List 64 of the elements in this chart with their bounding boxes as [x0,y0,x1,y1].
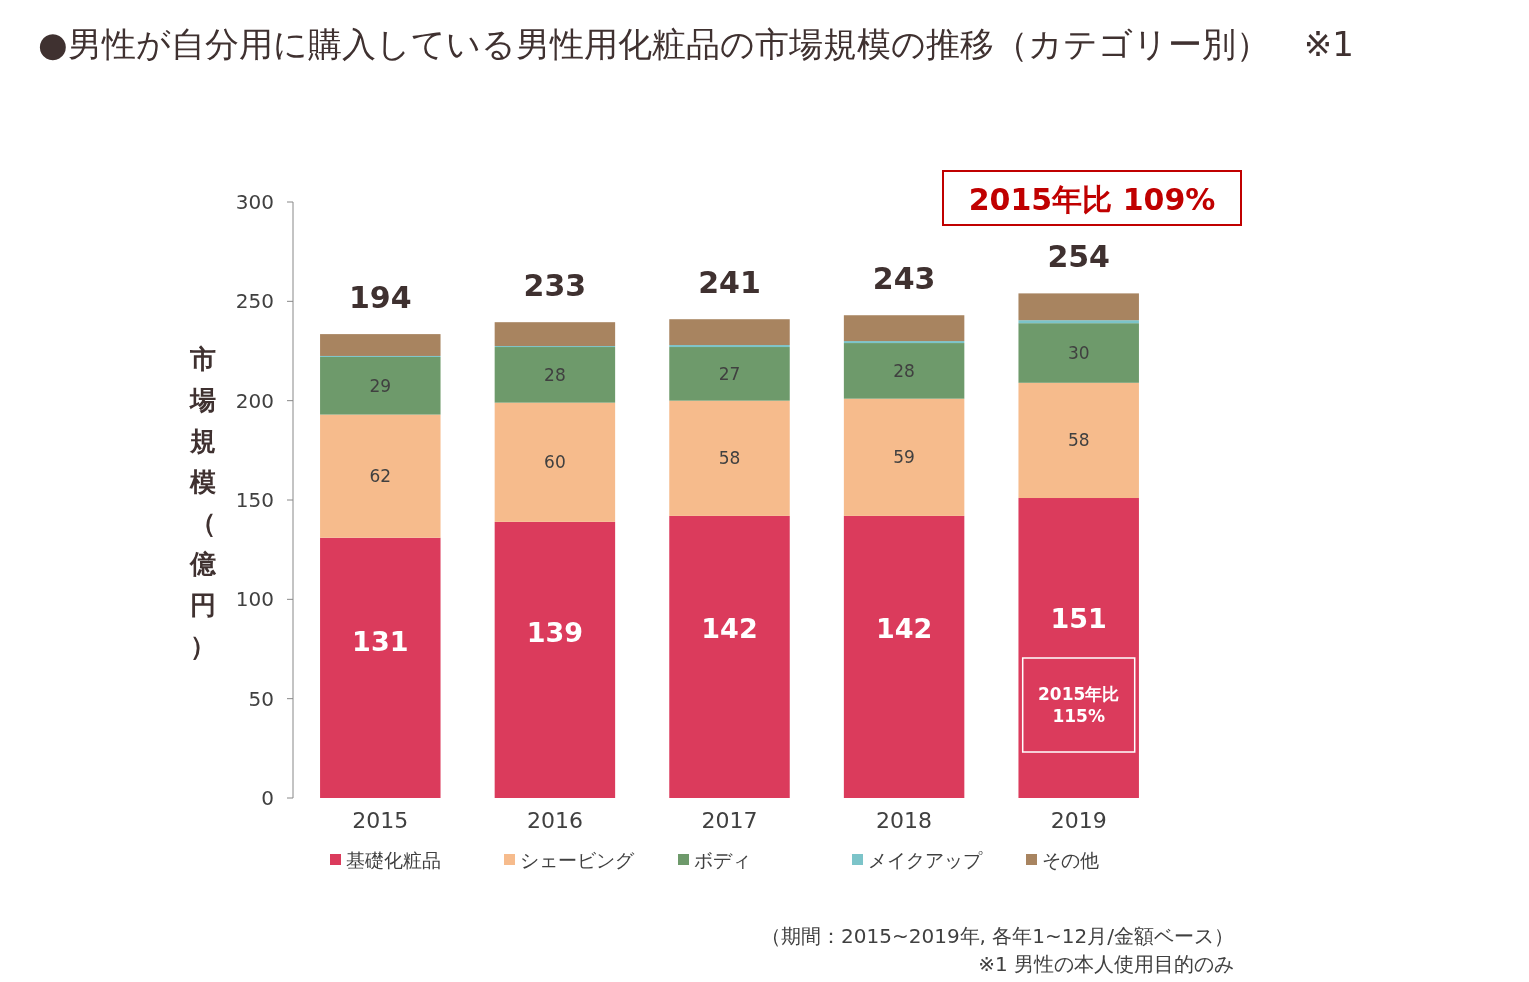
bar [320,537,441,798]
annotation: 2015年比 115% [1038,684,1120,726]
y-tick-label: 100 [235,587,274,612]
bar [843,398,965,516]
y-axis-title: 市場規模（億円） [189,344,217,661]
data-label: 29 [369,375,392,396]
data-label: 28 [893,360,915,381]
legend-label: 基礎化粧品 [346,849,441,871]
bar [669,515,790,798]
x-tick-label: 2018 [876,808,933,833]
y-tick-label: 0 [261,786,274,810]
bar [843,515,965,798]
data-label: 59 [893,447,915,468]
legend-label: ボディ [694,849,751,871]
y-tick-label: 200 [235,388,274,413]
data-label: 139 [526,616,584,648]
bar [669,347,790,401]
y-tick-label: 150 [235,488,274,512]
text: ※1 男性の本人使用目的のみ [978,952,1234,976]
bar [494,322,616,347]
bar [494,402,616,522]
bar [1018,323,1139,383]
annotation: 241 [698,265,761,301]
bar [320,334,441,356]
annotation: 194 [348,280,412,316]
data-label: 131 [352,626,409,658]
bar [669,400,790,516]
bar [494,347,616,403]
data-label: 60 [544,452,566,473]
y-tick-label: 50 [248,686,274,711]
bar [669,319,790,346]
legend-label: メイクアップ [868,849,983,871]
bar [320,356,441,415]
bar [1018,320,1139,324]
x-tick-label: 2019 [1050,808,1107,833]
data-label: 30 [1067,342,1090,363]
data-label: 58 [1067,430,1090,451]
bar [843,315,965,342]
data-label: 27 [718,363,741,384]
data-label: 28 [544,364,566,385]
bar [494,521,616,798]
data-label: 58 [718,448,741,469]
bar [843,343,965,399]
annotation: 254 [1047,239,1111,275]
legend-label: その他 [1042,849,1099,871]
bar [1018,498,1139,798]
text: （期間：2015~2019年, 各年1~12月/金額ベース） [761,924,1234,948]
bar [1018,293,1139,321]
data-label: 142 [701,613,758,645]
data-label: 142 [875,613,933,645]
y-tick-label: 250 [235,289,274,314]
x-tick-label: 2017 [701,808,758,833]
y-tick-label: 300 [235,190,274,214]
chart-title: ●男性が自分用に購入している男性用化粧品の市場規模の推移（カテゴリー別） ※1 [38,24,1354,64]
x-tick-label: 2015 [352,808,409,833]
legend-label: シェービング [520,849,635,871]
bar [1018,382,1139,499]
bar [320,414,441,538]
annotation: 2015年比 109% [968,181,1216,217]
data-label: 151 [1050,602,1107,634]
annotation: 243 [872,261,936,297]
x-tick-label: 2016 [526,808,583,833]
data-label: 62 [369,466,392,487]
annotation: 233 [523,268,587,304]
